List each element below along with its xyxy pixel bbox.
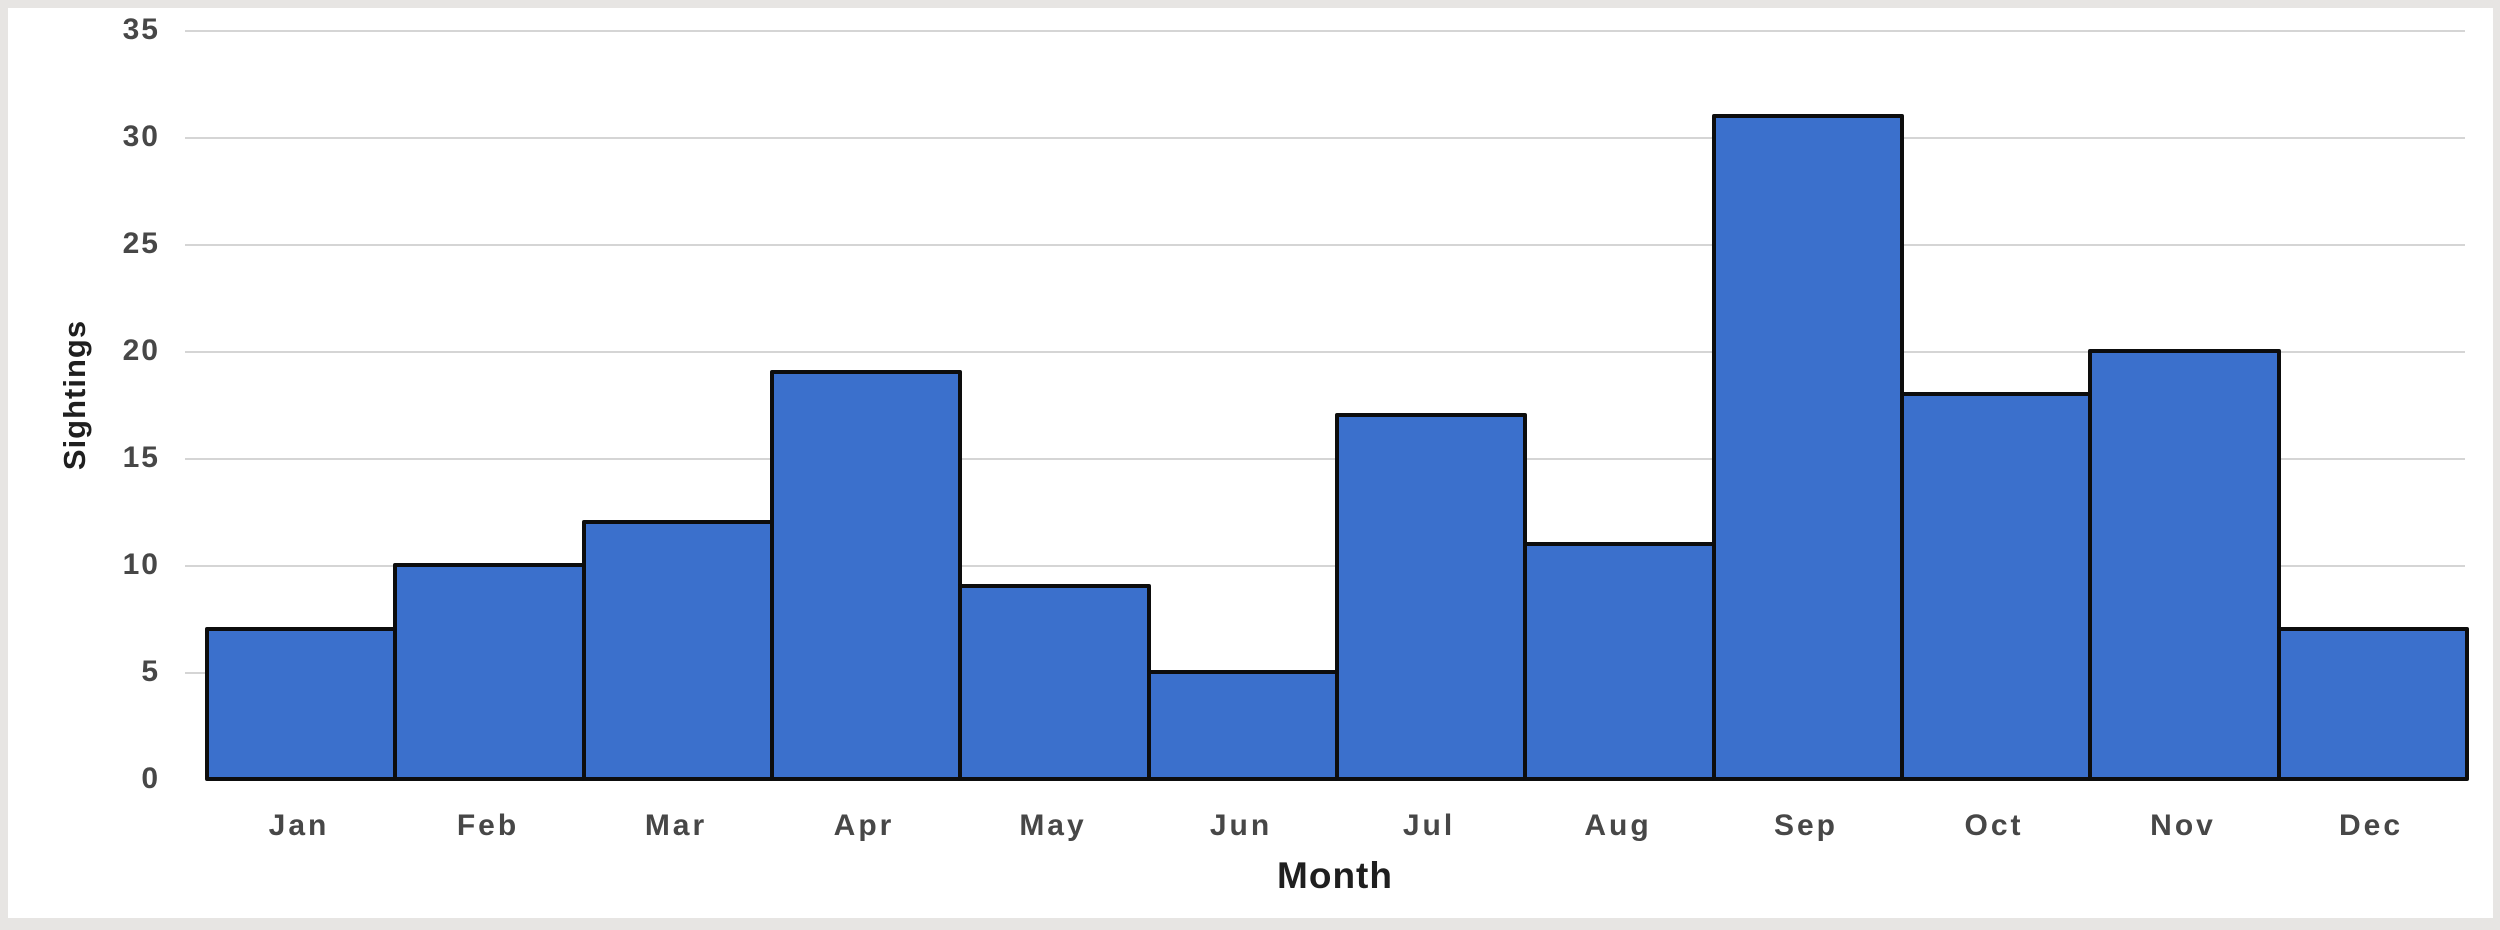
- y-tick-label-15: 15: [122, 441, 160, 474]
- x-axis-title: Month: [1277, 855, 1393, 896]
- x-tick-label-aug: Aug: [1584, 809, 1652, 842]
- bar-nov: [2088, 349, 2281, 781]
- x-tick-label-may: May: [1019, 809, 1087, 842]
- gridline-y-25: [185, 244, 2465, 246]
- bar-apr: [770, 370, 962, 781]
- x-tick-label-jan: Jan: [268, 809, 330, 842]
- y-tick-label-25: 25: [122, 227, 160, 260]
- x-tick-label-dec: Dec: [2338, 809, 2404, 842]
- bar-jul: [1335, 413, 1527, 781]
- y-tick-label-0: 0: [141, 762, 160, 795]
- x-tick-label-jun: Jun: [1209, 809, 1273, 842]
- y-tick-label-35: 35: [122, 13, 160, 46]
- gridline-y-30: [185, 137, 2465, 139]
- x-tick-label-oct: Oct: [1964, 809, 2024, 842]
- x-tick-label-sep: Sep: [1773, 809, 1839, 842]
- y-tick-label-30: 30: [122, 120, 160, 153]
- bar-sep: [1712, 113, 1904, 781]
- bar-may: [958, 584, 1151, 781]
- x-tick-label-mar: Mar: [644, 809, 708, 842]
- bar-feb: [393, 563, 586, 781]
- bar-oct: [1900, 391, 2092, 781]
- y-axis-title: Sightings: [57, 319, 92, 471]
- bar-dec: [2277, 627, 2469, 781]
- bar-jan: [205, 627, 397, 781]
- bar-jun: [1147, 670, 1339, 781]
- y-tick-label-5: 5: [141, 655, 160, 688]
- gridline-y-35: [185, 30, 2465, 32]
- gridline-y-20: [185, 351, 2465, 353]
- bar-mar: [582, 520, 774, 781]
- y-tick-label-20: 20: [122, 334, 160, 367]
- x-tick-label-jul: Jul: [1402, 809, 1456, 842]
- x-tick-label-nov: Nov: [2150, 809, 2216, 842]
- x-tick-label-feb: Feb: [456, 809, 520, 842]
- gridline-y-15: [185, 458, 2465, 460]
- y-tick-label-10: 10: [122, 548, 160, 581]
- gridline-y-10: [185, 565, 2465, 567]
- bar-chart: 0 5 10 15 20 25 30 35 Jan Feb Mar Apr May Jun Jul Aug S…: [8, 8, 2493, 918]
- x-tick-label-apr: Apr: [833, 809, 895, 842]
- bar-aug: [1523, 541, 1716, 781]
